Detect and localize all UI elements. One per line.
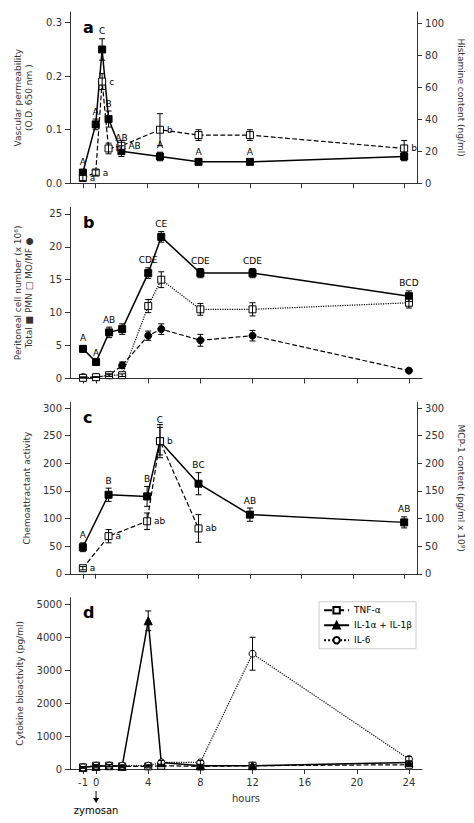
svg-text:50: 50 bbox=[49, 541, 62, 552]
svg-text:b: b bbox=[116, 143, 122, 153]
svg-text:40: 40 bbox=[425, 114, 438, 125]
svg-text:0.0: 0.0 bbox=[46, 178, 62, 189]
svg-text:B: B bbox=[105, 99, 111, 109]
svg-text:b: b bbox=[167, 125, 173, 135]
svg-text:AB: AB bbox=[398, 504, 410, 514]
svg-text:25: 25 bbox=[49, 208, 62, 219]
svg-text:24: 24 bbox=[403, 777, 416, 788]
svg-text:100: 100 bbox=[425, 18, 444, 29]
svg-text:Chemoattractant activity: Chemoattractant activity bbox=[22, 431, 32, 545]
svg-text:20: 20 bbox=[425, 146, 438, 157]
svg-text:Histamine content (ng/ml): Histamine content (ng/ml) bbox=[456, 38, 466, 156]
svg-text:4000: 4000 bbox=[37, 632, 62, 643]
svg-text:B: B bbox=[144, 474, 150, 484]
svg-text:ab: ab bbox=[154, 516, 166, 526]
svg-text:10: 10 bbox=[49, 307, 62, 318]
svg-text:ab: ab bbox=[206, 523, 218, 533]
svg-text:a: a bbox=[90, 563, 96, 573]
svg-text:300: 300 bbox=[43, 403, 62, 414]
svg-text:a: a bbox=[116, 531, 122, 541]
svg-text:20: 20 bbox=[350, 777, 363, 788]
svg-text:b: b bbox=[83, 213, 94, 232]
svg-text:AB: AB bbox=[128, 141, 140, 151]
svg-text:250: 250 bbox=[43, 430, 62, 441]
svg-text:Peritoneal cell number (x 10⁶): Peritoneal cell number (x 10⁶) bbox=[13, 226, 23, 361]
svg-text:A: A bbox=[93, 107, 100, 117]
svg-text:0.2: 0.2 bbox=[46, 71, 62, 82]
svg-text:b: b bbox=[167, 436, 173, 446]
svg-text:AB: AB bbox=[115, 133, 128, 144]
svg-text:0: 0 bbox=[425, 178, 431, 189]
svg-text:CDE: CDE bbox=[139, 255, 158, 265]
svg-text:C: C bbox=[99, 26, 105, 36]
svg-text:(O.D. 650 nm ): (O.D. 650 nm ) bbox=[24, 64, 34, 131]
svg-text:150: 150 bbox=[425, 485, 444, 496]
svg-text:hours: hours bbox=[232, 793, 260, 804]
svg-text:300: 300 bbox=[425, 403, 444, 414]
svg-text:100: 100 bbox=[43, 513, 62, 524]
svg-text:15: 15 bbox=[49, 274, 62, 285]
svg-text:Total ■ PMN □ MO/MF ●: Total ■ PMN □ MO/MF ● bbox=[24, 237, 34, 349]
svg-text:0: 0 bbox=[56, 373, 62, 384]
svg-text:TNF-α: TNF-α bbox=[353, 605, 381, 615]
svg-text:5000: 5000 bbox=[37, 599, 62, 610]
svg-text:0: 0 bbox=[425, 568, 431, 579]
svg-text:C: C bbox=[157, 415, 163, 425]
svg-text:c: c bbox=[109, 77, 114, 87]
svg-text:b: b bbox=[411, 143, 417, 153]
svg-text:0: 0 bbox=[56, 568, 62, 579]
svg-text:0: 0 bbox=[93, 777, 99, 788]
svg-text:16: 16 bbox=[298, 777, 311, 788]
svg-text:Cytokine bioactivity (pg/ml): Cytokine bioactivity (pg/ml) bbox=[15, 621, 25, 746]
svg-text:1000: 1000 bbox=[37, 731, 62, 742]
svg-text:zymosan: zymosan bbox=[74, 805, 119, 816]
svg-text:IL-1α + IL-1β: IL-1α + IL-1β bbox=[354, 620, 412, 630]
svg-text:IL-6: IL-6 bbox=[354, 635, 371, 645]
svg-text:-1: -1 bbox=[78, 777, 88, 788]
svg-text:4: 4 bbox=[145, 777, 151, 788]
svg-text:CDE: CDE bbox=[191, 256, 210, 266]
svg-text:A: A bbox=[80, 530, 87, 540]
svg-text:150: 150 bbox=[43, 485, 62, 496]
svg-text:50: 50 bbox=[425, 541, 438, 552]
svg-text:MCP-1 content (pg/ml x 10⁹): MCP-1 content (pg/ml x 10⁹) bbox=[456, 424, 466, 551]
svg-text:a: a bbox=[83, 18, 94, 37]
svg-text:CE: CE bbox=[155, 219, 167, 229]
svg-text:100: 100 bbox=[425, 513, 444, 524]
svg-text:A: A bbox=[80, 157, 87, 167]
svg-text:5: 5 bbox=[56, 340, 62, 351]
svg-text:AB: AB bbox=[244, 496, 256, 506]
svg-text:B: B bbox=[105, 476, 111, 486]
svg-text:12: 12 bbox=[246, 777, 259, 788]
svg-text:AB: AB bbox=[103, 315, 115, 325]
svg-text:0: 0 bbox=[56, 764, 62, 775]
svg-text:A: A bbox=[195, 147, 202, 157]
svg-text:200: 200 bbox=[43, 458, 62, 469]
svg-text:0.3: 0.3 bbox=[46, 17, 62, 28]
svg-text:BCD: BCD bbox=[399, 278, 418, 288]
svg-text:A: A bbox=[247, 147, 254, 157]
svg-text:60: 60 bbox=[425, 82, 438, 93]
svg-text:2000: 2000 bbox=[37, 698, 62, 709]
svg-text:20: 20 bbox=[49, 241, 62, 252]
svg-text:250: 250 bbox=[425, 430, 444, 441]
svg-text:a: a bbox=[90, 173, 96, 183]
svg-text:3000: 3000 bbox=[37, 665, 62, 676]
svg-text:A: A bbox=[80, 333, 87, 343]
svg-text:0.1: 0.1 bbox=[46, 124, 62, 135]
svg-text:A: A bbox=[156, 139, 164, 150]
svg-text:Vascular permeability: Vascular permeability bbox=[13, 48, 23, 146]
svg-text:200: 200 bbox=[425, 458, 444, 469]
svg-text:8: 8 bbox=[197, 777, 203, 788]
svg-text:BC: BC bbox=[192, 460, 204, 470]
svg-text:a: a bbox=[103, 168, 109, 178]
svg-text:c: c bbox=[83, 408, 92, 427]
svg-text:CDE: CDE bbox=[243, 256, 262, 266]
svg-text:d: d bbox=[83, 603, 94, 622]
svg-text:80: 80 bbox=[425, 50, 438, 61]
svg-text:A: A bbox=[93, 348, 100, 358]
